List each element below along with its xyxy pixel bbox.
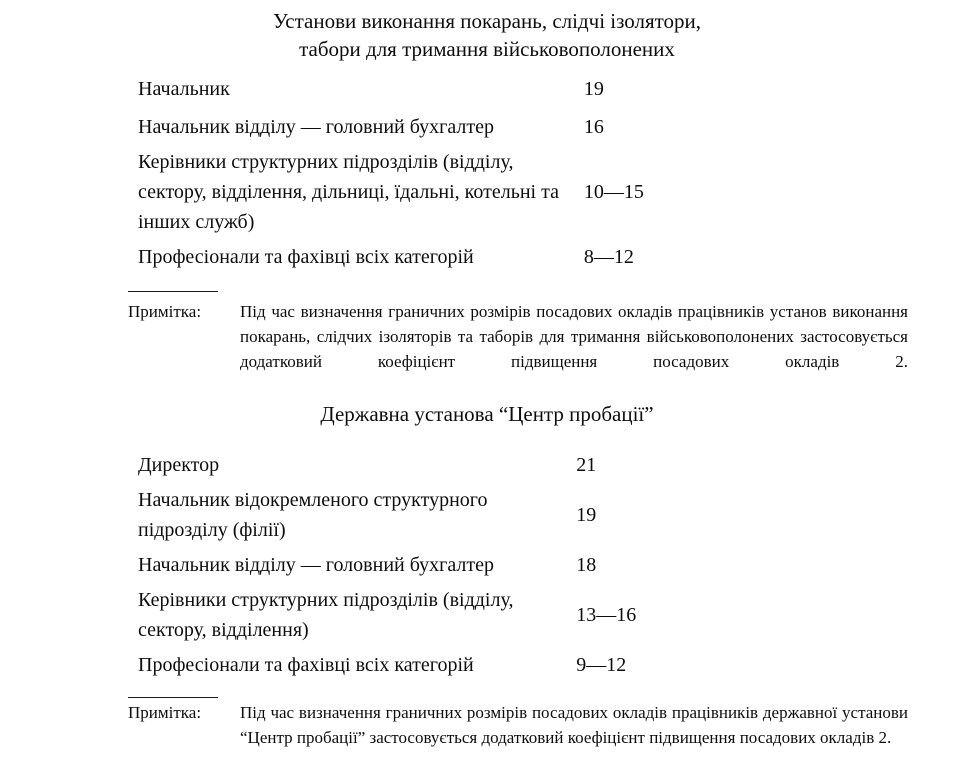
note-body: Примітка: Під час визначення граничних р… [128, 700, 908, 750]
role-cell: Начальник відділу — головний бухгалтер [138, 116, 494, 138]
note-penal-institutions: Примітка: Під час визначення граничних р… [128, 291, 908, 399]
note-separator-rule [128, 291, 218, 292]
note-label: Примітка: [128, 302, 202, 321]
table-row: Професіонали та фахівці всіх категорій 9… [138, 646, 698, 684]
role-cell: Професіонали та фахівці всіх категорій [138, 246, 474, 268]
table-row: Начальник відділу — головний бухгалтер 1… [138, 108, 698, 146]
role-cell: Начальник [138, 78, 230, 100]
note-probation-center: Примітка: Під час визначення граничних р… [128, 697, 908, 750]
grade-cell: 10—15 [583, 181, 644, 203]
role-cell: Начальник відділу — головний бухгалтер [138, 554, 494, 576]
table-row: Керівники структурних підрозділів (відді… [138, 146, 698, 238]
grade-cell: 18 [576, 554, 597, 576]
note-separator-rule [128, 697, 218, 698]
grade-cell: 19 [576, 504, 597, 526]
grade-cell: 16 [583, 116, 604, 138]
role-cell: Начальник відокремленого структурного пі… [138, 489, 488, 541]
note-body: Примітка: Під час визначення граничних р… [128, 299, 908, 399]
pay-grade-table-penal-institutions: Начальник 19 Начальник відділу — головни… [138, 70, 698, 276]
grade-cell: 8—12 [583, 246, 634, 268]
note-label: Примітка: [128, 703, 202, 722]
section-title-penal-institutions: Установи виконання покарань, слідчі ізол… [137, 7, 837, 63]
grade-cell: 13—16 [576, 604, 637, 626]
role-cell: Професіонали та фахівці всіх категорій [138, 654, 474, 676]
table-row: Начальник відділу — головний бухгалтер 1… [138, 546, 698, 584]
role-cell: Керівники структурних підрозділів (відді… [138, 589, 514, 641]
grade-cell: 9—12 [576, 654, 627, 676]
table-row: Професіонали та фахівці всіх категорій 8… [138, 238, 698, 276]
grade-cell: 21 [576, 454, 597, 476]
role-cell: Керівники структурних підрозділів (відді… [138, 151, 559, 233]
section-title-probation-center: Державна установа “Центр пробації” [137, 400, 837, 428]
section-title-line: Державна установа “Центр пробації” [320, 402, 654, 426]
role-cell: Директор [138, 454, 220, 476]
note-text: Під час визначення граничних розмірів по… [240, 703, 908, 747]
section-title-line: Установи виконання покарань, слідчі ізол… [272, 9, 702, 33]
grade-cell: 19 [583, 78, 604, 100]
table-row: Директор 21 [138, 446, 698, 484]
table-row: Начальник відокремленого структурного пі… [138, 484, 698, 546]
section-title-line: табори для тримання військовополонених [299, 37, 675, 61]
pay-grade-table-probation-center: Директор 21 Начальник відокремленого стр… [138, 446, 698, 684]
table-row: Начальник 19 [138, 70, 698, 108]
table-row: Керівники структурних підрозділів (відді… [138, 584, 698, 646]
note-text: Під час визначення граничних розмірів по… [240, 302, 908, 371]
